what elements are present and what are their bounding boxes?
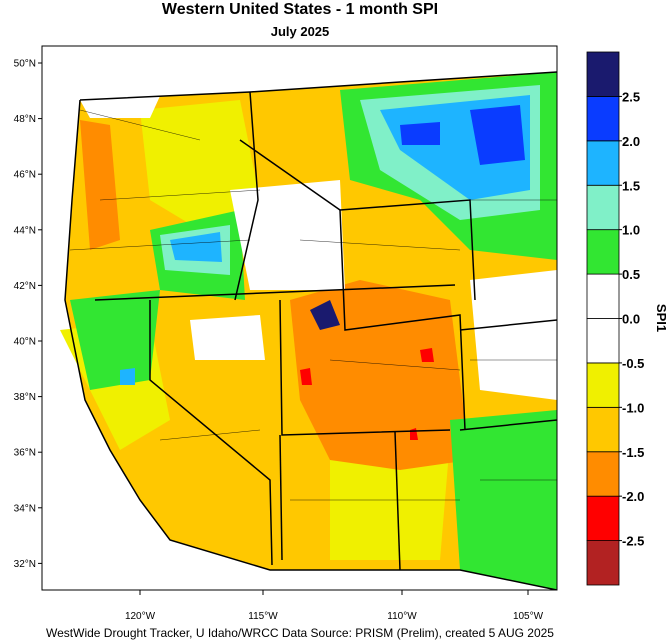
lon-label: 115°W	[248, 611, 278, 622]
colorbar-label: 1.0	[622, 223, 640, 238]
lat-labels: 50°N 48°N 46°N 44°N 42°N 40°N 38°N 36°N 34°N 32°N	[14, 59, 42, 570]
colorbar-label: 2.0	[622, 134, 640, 149]
lat-label: 40°N	[14, 337, 36, 348]
lat-label: 38°N	[14, 392, 36, 403]
colorbar-label: 1.5	[622, 178, 640, 193]
colorbar-title: SPI1	[654, 304, 669, 332]
lon-labels: 120°W 115°W 110°W 105°W	[125, 590, 544, 622]
colorbar-box	[586, 140, 620, 186]
lat-label: 32°N	[14, 559, 36, 570]
lat-label: 34°N	[14, 503, 36, 514]
lat-label: 44°N	[14, 225, 36, 236]
lon-label: 120°W	[125, 611, 156, 622]
lat-label: 46°N	[14, 170, 36, 181]
colorbar-box	[586, 406, 620, 453]
colorbar-box	[586, 495, 620, 541]
colorbar-box	[586, 51, 620, 97]
lat-label: 48°N	[14, 114, 36, 125]
colorbar-label: -2.5	[622, 534, 644, 549]
colorbar-box	[586, 273, 620, 319]
subtitle: July 2025	[271, 24, 330, 39]
colorbar-box	[586, 451, 620, 497]
colorbar-label: 2.5	[622, 89, 640, 104]
colorbar: 2.5 2.0 1.5 1.0 0.5 0.0 -0.5 -1.0 -1.5 -2.0 -2.5	[586, 51, 644, 586]
colorbar-box	[586, 540, 620, 586]
lon-label: 110°W	[387, 611, 417, 622]
colorbar-box	[586, 362, 620, 408]
title: Western United States - 1 month SPI	[162, 1, 438, 18]
colorbar-label: -2.0	[622, 489, 644, 504]
county-lines	[69, 109, 557, 501]
colorbar-label: 0.0	[622, 312, 640, 327]
colorbar-label: -1.5	[622, 445, 644, 460]
lat-label: 36°N	[14, 448, 36, 459]
colorbar-box	[586, 318, 620, 364]
credit: WestWide Drought Tracker, U Idaho/WRCC D…	[46, 626, 554, 640]
lon-label: 105°W	[513, 611, 544, 622]
region-normal	[80, 96, 557, 400]
colorbar-label: 0.5	[622, 267, 640, 282]
lat-label: 42°N	[14, 281, 36, 292]
colorbar-label: -1.0	[622, 400, 644, 415]
region-wetter	[120, 95, 530, 385]
lake	[310, 300, 340, 330]
colorbar-box	[586, 96, 620, 142]
colorbar-box	[586, 184, 620, 231]
map	[42, 46, 557, 590]
colorbar-box	[586, 229, 620, 275]
colorbar-label: -0.5	[622, 356, 644, 371]
region-dry	[80, 120, 470, 470]
boundaries	[64, 71, 557, 590]
lat-label: 50°N	[14, 59, 36, 70]
region-very-wet	[400, 105, 525, 165]
map-frame	[41, 45, 558, 591]
